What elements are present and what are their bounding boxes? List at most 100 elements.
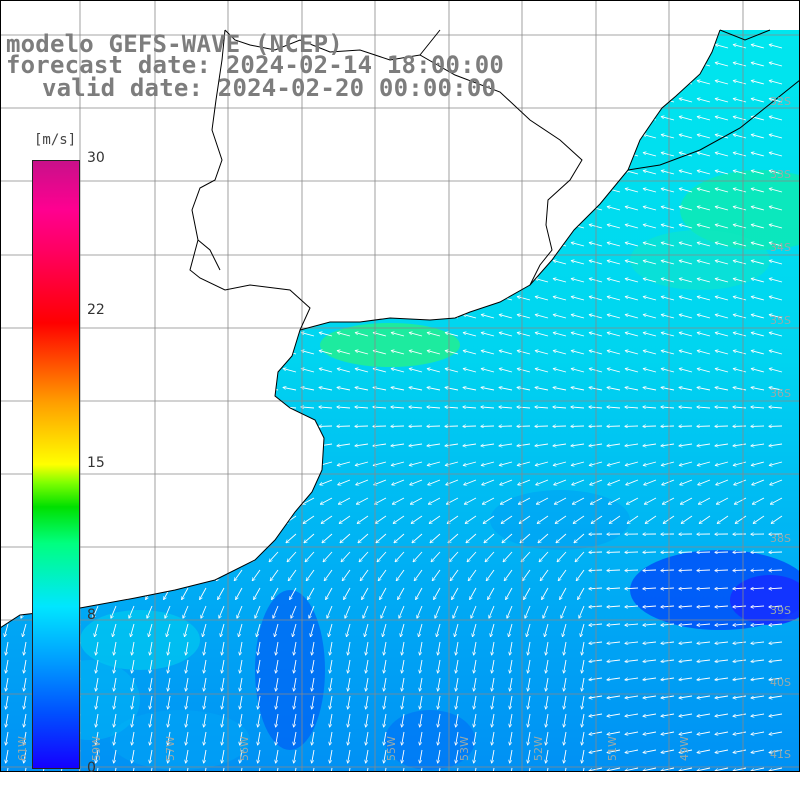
wind-arrow [661,189,675,193]
wind-arrow [340,533,351,543]
wind-arrow [489,605,495,618]
wind-arrow [679,99,693,103]
wind-arrow [751,243,765,247]
wind-arrow [416,587,423,599]
wind-arrow [733,677,747,680]
wind-arrow [571,369,585,373]
wind-arrow [521,551,531,562]
wind-arrow [301,333,315,337]
wind-arrow [546,659,549,673]
wind-arrow [337,387,351,391]
wind-arrow [481,333,495,337]
wind-arrow [715,387,729,391]
wind-arrow [269,551,279,562]
wind-arrow [129,605,135,618]
wind-arrow [434,587,441,599]
wind-arrow [258,641,261,655]
wind-arrow [337,443,351,446]
wind-arrow [537,497,549,504]
wind-arrow [769,189,783,193]
wind-arrow [452,587,459,599]
wind-arrow [252,569,261,581]
wind-arrow [697,81,711,85]
wind-arrow [607,315,621,319]
wind-arrow [697,243,711,247]
wind-arrow [557,551,567,562]
wind-arrow [607,677,621,680]
wind-arrow [319,407,333,408]
wind-arrow [345,605,351,618]
wind-arrow [344,587,351,599]
wind-arrow [293,623,297,637]
wind-arrow [643,297,657,301]
wind-arrow [450,569,459,581]
wind-arrow [581,623,585,637]
wind-arrow [445,461,459,465]
wind-arrow [517,407,531,408]
wind-arrow [733,189,747,193]
wind-arrow [420,659,423,673]
wind-arrow [697,642,711,643]
wind-arrow [222,659,225,673]
wind-arrow [573,515,585,523]
wind-arrow [679,225,693,229]
wind-arrow [715,624,729,625]
wind-arrow [751,225,765,229]
wind-arrow [553,297,567,301]
wind-arrow [679,279,693,283]
wind-arrow [625,606,639,607]
wind-arrow [517,315,531,319]
wind-arrow [661,695,675,698]
wind-arrow [582,695,585,709]
wind-arrow [427,351,441,355]
wind-arrow [338,479,351,485]
wind-arrow [733,63,747,67]
wind-arrow [535,387,549,391]
wind-arrow [114,677,117,691]
wind-arrow [733,117,747,121]
wind-arrow [306,569,315,581]
wind-arrow [733,351,747,355]
wind-arrow [355,407,369,408]
wind-arrow [661,624,675,625]
wind-arrow [769,45,783,49]
wind-arrow [366,641,369,655]
wind-arrow [715,677,729,680]
wind-arrow [319,351,333,355]
wind-arrow [240,677,243,691]
wind-arrow [607,369,621,373]
lat-label: 32S [770,95,791,108]
wind-arrow [715,369,729,373]
wind-arrow [147,605,153,618]
wind-arrow [553,351,567,355]
wind-arrow [589,588,603,589]
wind-arrow [427,333,441,337]
wind-arrow [402,641,405,655]
wind-arrow [679,117,693,121]
wind-arrow [589,624,603,625]
wind-arrow [517,387,531,391]
wind-arrow [348,695,351,709]
wind-arrow [409,461,423,465]
colorbar-tick: 15 [87,455,105,471]
wind-arrow [527,623,531,637]
wind-arrow [528,641,531,655]
wind-arrow [168,677,171,691]
wind-arrow [769,333,783,337]
wind-arrow [150,677,153,691]
wind-arrow [524,587,531,599]
wind-arrow [625,297,639,301]
wind-arrow [715,243,729,247]
wind-arrow [391,443,405,446]
wind-arrow [186,677,189,691]
wind-arrow [697,261,711,265]
wind-arrow [519,497,531,504]
wind-arrow [661,642,675,643]
wind-arrow [578,587,585,599]
wind-arrow [456,677,459,691]
wind-arrow [627,515,639,523]
wind-arrow [607,624,621,625]
wind-arrow [625,570,639,571]
wind-arrow [276,641,279,655]
wind-arrow [679,695,693,698]
